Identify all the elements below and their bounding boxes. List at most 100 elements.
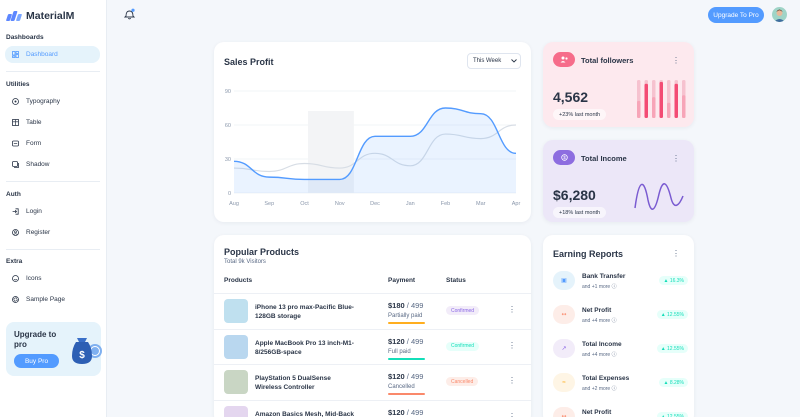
- row-divider: [214, 399, 532, 401]
- product-image: [224, 370, 248, 394]
- product-image: [224, 299, 248, 323]
- sidebar-item-sample-page[interactable]: Sample Page: [5, 291, 100, 308]
- sidebar-item-register[interactable]: Register: [5, 224, 100, 241]
- sidebar-item-label: Typography: [26, 98, 60, 105]
- sidebar-item-label: Dashboard: [26, 51, 58, 58]
- series-line: [233, 107, 517, 181]
- earning-change-value: 12.55%: [667, 413, 684, 417]
- more-icon[interactable]: ⋮: [672, 249, 680, 258]
- price-paid: $180: [388, 301, 405, 310]
- buy-pro-button[interactable]: Buy Pro: [14, 354, 59, 368]
- followers-bar-chart: [637, 80, 686, 118]
- earning-subtitle-text: and +4 more: [582, 318, 611, 324]
- upgrade-card: Upgrade to pro Buy Pro $: [6, 322, 102, 376]
- money-bag-icon: $: [72, 338, 102, 364]
- product-image: [224, 334, 248, 359]
- earning-subtitle: and +1 more ⓘ: [582, 284, 617, 290]
- earning-title: Net Profit: [582, 409, 612, 416]
- earning-subtitle: and +4 more ⓘ: [582, 352, 617, 358]
- list-item[interactable]: ↭ Net Profit and +4 more ⓘ ▲ 12.55%: [553, 305, 688, 327]
- more-icon[interactable]: ⋮: [508, 411, 516, 417]
- column-header-products: Products: [224, 277, 253, 284]
- earning-change-value: 12.55%: [667, 311, 684, 318]
- table-row[interactable]: Apple MacBook Pro 13 inch-M1-8/256GB-spa…: [214, 328, 532, 365]
- avatar[interactable]: [772, 7, 787, 22]
- income-sparkline: [634, 183, 684, 210]
- x-tick-label: Apr: [512, 201, 521, 207]
- more-icon[interactable]: ⋮: [508, 340, 516, 350]
- more-icon[interactable]: ⋮: [508, 305, 516, 314]
- income-label: Total Income: [581, 154, 627, 163]
- layout-dashboard-icon: [12, 51, 19, 58]
- more-icon[interactable]: ⋮: [672, 154, 680, 163]
- earning-change: ▲ 12.55%: [656, 310, 688, 319]
- product-price: $120 / 499: [388, 408, 423, 417]
- list-item[interactable]: ↭ Net Profit ▲ 12.55%: [553, 407, 688, 417]
- price-total: / 499: [404, 372, 424, 381]
- sidebar-item-label: Form: [26, 140, 42, 147]
- mood-smile-icon: [12, 275, 19, 282]
- sidebar-item-label: Register: [26, 229, 51, 236]
- brand[interactable]: MaterialM: [5, 9, 74, 23]
- popular-products-card: Popular Products Total 9k Visitors Produ…: [214, 235, 532, 417]
- earning-title: Total Expenses: [582, 375, 630, 382]
- status-badge: Confirmed: [446, 341, 480, 351]
- price-paid: $120: [388, 372, 405, 381]
- followers-bar: [682, 95, 686, 118]
- product-name: Apple MacBook Pro 13 inch-M1-8/256GB-spa…: [255, 339, 354, 356]
- more-icon[interactable]: ⋮: [508, 376, 516, 385]
- sales-profit-card: Sales Profit This Week 0 30 60 90 Aug Sep Oct N…: [214, 42, 531, 222]
- sidebar: MaterialM Dashboards Dashboard Utilities…: [0, 0, 107, 417]
- earning-subtitle-text: and +4 more: [582, 352, 611, 358]
- y-tick-label: 90: [225, 89, 231, 95]
- earning-subtitle-text: and +2 more: [582, 386, 611, 392]
- section-title-utilities: Utilities: [6, 81, 30, 88]
- typography-icon: [12, 98, 19, 105]
- sidebar-item-label: Table: [26, 119, 42, 126]
- sidebar-item-form[interactable]: Form: [5, 135, 100, 152]
- product-name: iPhone 13 pro max-Pacific Blue-128GB sto…: [255, 304, 354, 320]
- sidebar-item-label: Login: [26, 208, 42, 215]
- aperture-icon: [12, 296, 19, 303]
- table-row[interactable]: iPhone 13 pro max-Pacific Blue-128GB sto…: [214, 293, 532, 329]
- sidebar-item-table[interactable]: Table: [5, 114, 100, 131]
- list-item[interactable]: ↗ Total Income and +4 more ⓘ ▲ 12.55%: [553, 339, 688, 361]
- earning-subtitle-text: and +1 more: [582, 284, 611, 290]
- period-select[interactable]: This Week: [467, 53, 521, 69]
- sidebar-item-shadow[interactable]: Shadow: [5, 156, 100, 173]
- currency-icon: ↭: [553, 305, 575, 324]
- svg-text:$: $: [563, 155, 566, 160]
- divider: [6, 249, 100, 250]
- followers-bar: [667, 102, 671, 118]
- product-price: $120 / 499: [388, 337, 423, 346]
- sidebar-item-dashboard[interactable]: Dashboard: [5, 46, 100, 63]
- x-tick-label: Aug: [229, 201, 239, 207]
- total-income-card: $ Total Income ⋮ $6,280 +18% last month: [543, 140, 694, 222]
- earning-title: Net Profit: [582, 307, 612, 314]
- followers-bar: [674, 83, 678, 118]
- sales-profit-title: Sales Profit: [224, 57, 274, 67]
- earning-change-value: 8.28%: [669, 379, 684, 386]
- income-value: $6,280: [553, 187, 596, 203]
- table-row[interactable]: PlayStation 5 DualSense Wireless Control…: [214, 364, 532, 400]
- sidebar-item-login[interactable]: Login: [5, 203, 100, 220]
- table-row[interactable]: Amazon Basics Mesh, Mid-Back $120 / 499 ⋮: [214, 399, 532, 417]
- sidebar-item-icons[interactable]: Icons: [5, 270, 100, 287]
- bell-icon[interactable]: [124, 8, 135, 20]
- payment-status: Full paid: [388, 348, 411, 355]
- form-icon: [12, 140, 19, 147]
- more-icon[interactable]: ⋮: [672, 56, 680, 65]
- products-subtitle: Total 9k Visitors: [224, 259, 266, 265]
- section-title-auth: Auth: [6, 191, 21, 198]
- upgrade-to-pro-button[interactable]: Upgrade To Pro: [708, 7, 764, 23]
- earning-change: ▲ 12.55%: [656, 344, 688, 353]
- followers-bar: [652, 97, 656, 118]
- price-total: / 499: [404, 336, 424, 346]
- product-name: Amazon Basics Mesh, Mid-Back: [255, 410, 354, 417]
- arrow-trend-icon: ↗: [553, 339, 575, 358]
- series-area: [234, 108, 516, 193]
- list-item[interactable]: ≈ Total Expenses and +2 more ⓘ ▲ 8.28%: [553, 373, 688, 395]
- list-item[interactable]: ▣ Bank Transfer and +1 more ⓘ ▲ 16.3%: [553, 271, 688, 293]
- sidebar-item-typography[interactable]: Typography: [5, 93, 100, 110]
- currency-icon: ↭: [553, 407, 575, 417]
